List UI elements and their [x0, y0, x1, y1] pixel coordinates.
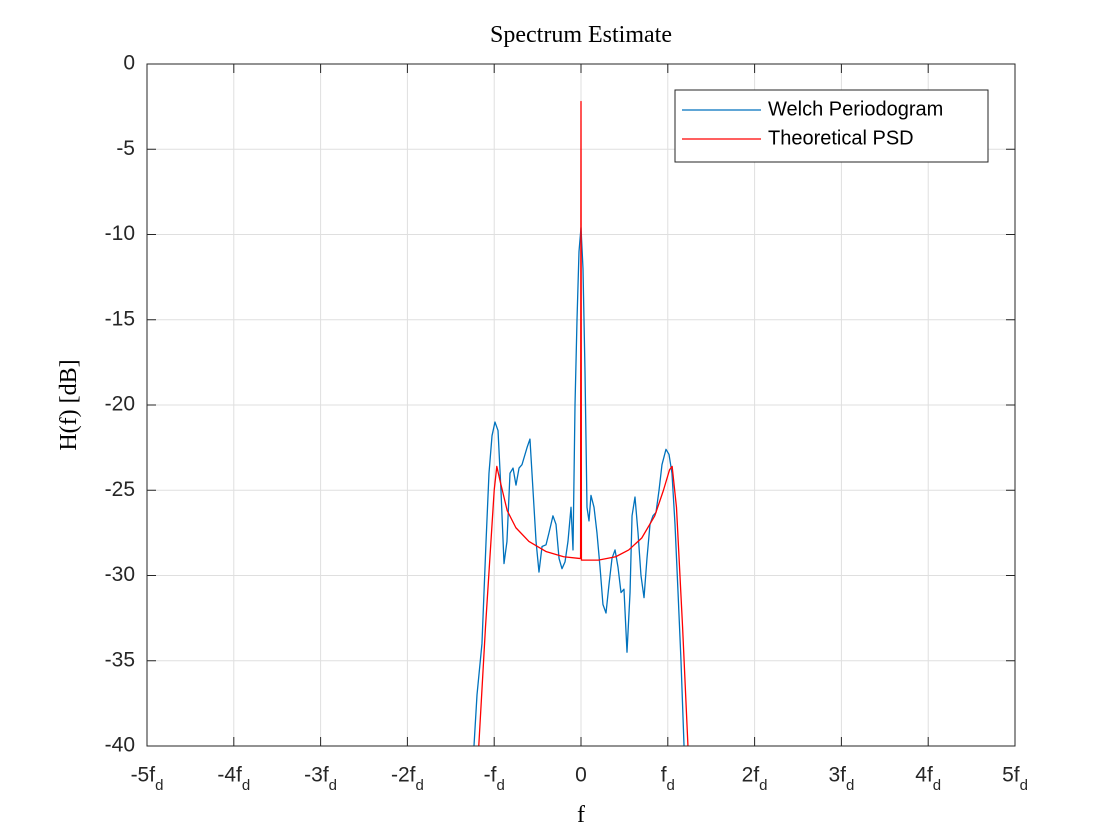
legend-label: Theoretical PSD [768, 127, 914, 149]
y-tick-label: -10 [105, 222, 135, 245]
y-tick-label: -25 [105, 478, 135, 501]
y-axis-label: H(f) [dB] [56, 359, 82, 450]
legend-box [674, 89, 989, 163]
y-tick-label: -40 [105, 734, 135, 757]
y-tick-label: -15 [105, 307, 135, 330]
y-tick-label: -35 [105, 648, 135, 671]
y-tick-label: -20 [105, 393, 135, 416]
x-axis-label: f [577, 802, 585, 828]
chart-title: Spectrum Estimate [490, 22, 672, 48]
y-tick-label: 0 [123, 52, 135, 75]
plot-lines [473, 100, 689, 746]
legend-label: Welch Periodogram [768, 98, 943, 120]
series-line [478, 100, 689, 746]
series-line [473, 227, 685, 746]
legend: Welch Periodogram Theoretical PSD [674, 89, 989, 163]
y-tick-label: -30 [105, 563, 135, 586]
x-tick-label: 0 [575, 764, 587, 787]
y-tick-label: -5 [116, 137, 135, 160]
